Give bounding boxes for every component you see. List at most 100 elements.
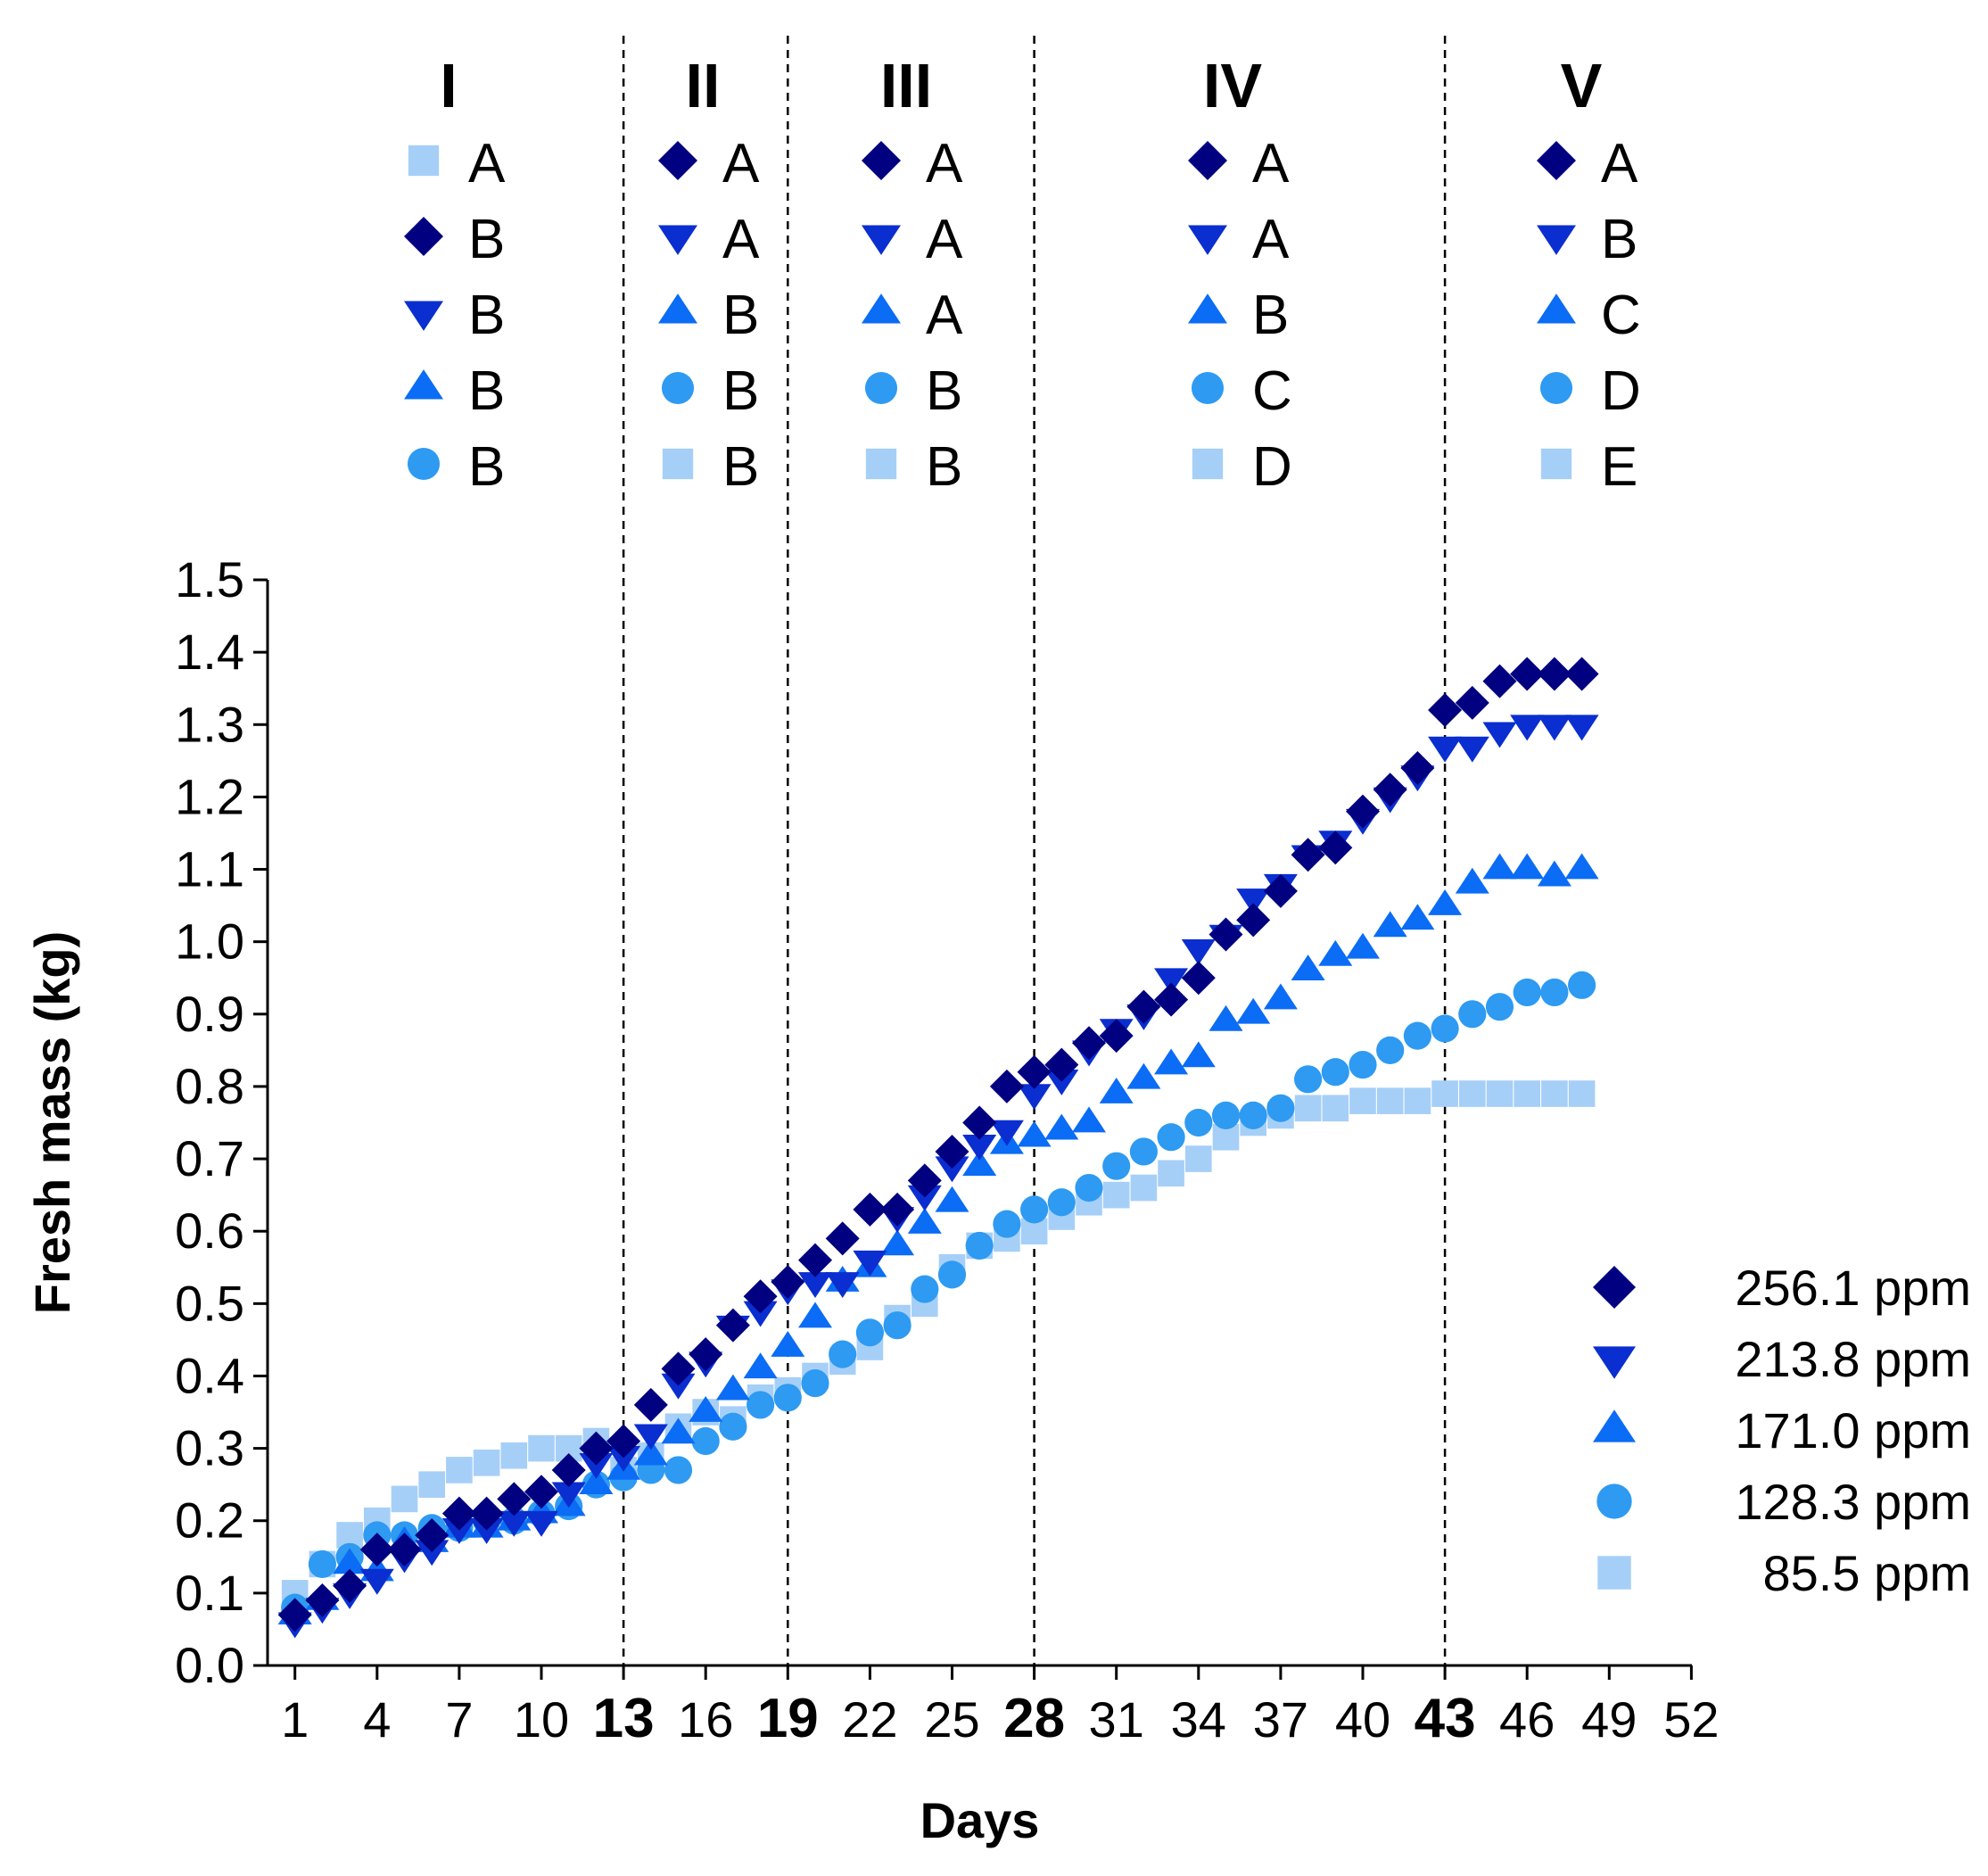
y-tick-label: 0.8 [175,1058,244,1114]
y-tick-label: 0.1 [175,1565,244,1621]
data-point-square [1184,1145,1212,1172]
data-point-square [1130,1174,1158,1202]
data-point-diamond [1564,657,1599,691]
significance-letter: A [1601,133,1638,194]
data-point-diamond [907,1163,942,1198]
data-point-triangle-up [1072,1106,1106,1133]
significance-letter: B [468,360,505,422]
data-point-triangle-up [661,1417,696,1444]
data-point-circle [855,1318,884,1347]
x-tick-label: 37 [1253,1691,1308,1748]
data-point-square [1514,1080,1541,1107]
data-point-circle [719,1412,747,1441]
data-point-circle [1431,1014,1459,1043]
data-point-circle [1540,978,1569,1007]
data-point-triangle-down [743,1301,778,1327]
data-point-circle [1129,1137,1158,1166]
data-point-circle [1266,1094,1295,1122]
annotation-marker-diamond [862,141,901,180]
significance-letter: E [1601,436,1637,498]
axes: 0.0 0.1 0.2 0.3 0.4 0.5 0.6 0.7 0.8 0.9 1.0 1.1 1.2 1… [175,551,1719,1749]
data-point-triangle-up [1154,1048,1189,1075]
data-point-circle [1020,1195,1049,1224]
data-point-triangle-up [907,1208,942,1234]
data-point-triangle-down [825,1272,860,1299]
data-point-diamond [387,1533,422,1567]
data-point-square [391,1485,418,1513]
data-point-square [446,1457,473,1483]
data-point-triangle-up [1455,867,1489,894]
data-point-triangle-down [524,1510,558,1537]
y-tick-label: 1.4 [175,624,244,680]
data-point-square [1541,1080,1568,1107]
annotation-marker-square [408,145,440,177]
significance-letter: A [1252,209,1290,270]
data-point-circle [1047,1188,1076,1217]
data-point-square [1458,1080,1486,1107]
data-point-triangle-down [469,1518,504,1544]
annotation-marker-diamond [1188,141,1227,180]
data-point-triangle-down [579,1452,614,1479]
data-point-circle [1376,1036,1405,1064]
annotation-marker-triangle-down [1537,225,1576,255]
annotation-marker-triangle-down [862,225,901,255]
legend-marker-square [1597,1556,1631,1590]
legend-entry: 128.3 ppm [1596,1474,1971,1530]
annotation-marker-diamond [1537,141,1576,180]
y-tick-label: 1.1 [175,841,244,897]
data-point-circle [1102,1152,1131,1180]
data-point-triangle-up [1291,955,1325,980]
data-point-circle [965,1231,994,1260]
data-point-triangle-down [1537,715,1571,741]
significance-letter: B [1252,285,1289,346]
data-point-square [1404,1087,1431,1114]
x-axis-title: Days [920,1792,1040,1848]
annotation-marker-circle [1191,371,1225,405]
data-point-circle [1075,1173,1103,1202]
data-point-circle [1349,1051,1377,1079]
data-point-triangle-up [1044,1113,1079,1140]
data-point-diamond [1537,657,1571,691]
significance-letter: B [926,360,962,422]
data-point-triangle-down [1564,715,1599,741]
data-point-square [1102,1181,1130,1209]
data-point-square [528,1434,555,1462]
data-point-diamond [989,1069,1024,1103]
x-tick-label: 7 [445,1691,473,1748]
significance-letter: B [722,285,759,346]
data-point-triangle-down [907,1185,942,1211]
data-point-triangle-up [1181,1041,1216,1068]
data-point-triangle-up [1400,904,1435,930]
significance-letter: B [468,285,505,346]
y-tick-label: 0.3 [175,1420,244,1476]
y-axis-title: Fresh mass (kg) [24,931,80,1315]
data-point-triangle-down [1044,1069,1079,1095]
data-point-diamond [441,1496,476,1531]
x-tick-label: 34 [1171,1691,1226,1748]
series-diamond [277,657,1599,1632]
data-point-circle [1403,1021,1431,1050]
y-tick-label: 0.0 [175,1637,244,1693]
x-tick-label: 10 [514,1691,569,1748]
data-point-diamond [606,1424,641,1459]
data-point-diamond [524,1475,558,1509]
data-point-triangle-up [715,1374,750,1401]
x-tick-label: 16 [678,1691,733,1748]
data-point-triangle-down [359,1568,394,1595]
data-point-diamond [1154,982,1189,1017]
x-tick-label: 19 [757,1688,819,1749]
data-point-triangle-up [1373,911,1407,938]
data-point-diamond [1482,664,1517,698]
data-point-square [1158,1160,1184,1187]
data-point-circle [1513,978,1541,1007]
data-point-circle [1157,1123,1185,1152]
data-point-square [1431,1080,1458,1107]
data-point-triangle-down [1017,1084,1052,1111]
data-point-square [1486,1080,1514,1107]
data-point-triangle-up [633,1439,668,1466]
annotation-marker-triangle-up [1537,293,1576,324]
legend-marker-diamond [1593,1266,1636,1309]
